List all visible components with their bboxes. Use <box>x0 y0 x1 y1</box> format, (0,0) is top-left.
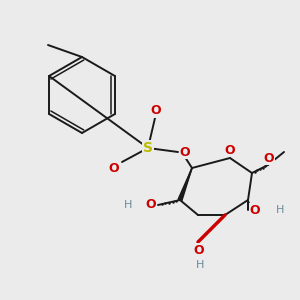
Text: S: S <box>143 141 153 155</box>
Text: O: O <box>109 163 119 176</box>
Text: O: O <box>151 104 161 118</box>
Text: H: H <box>196 260 204 270</box>
Polygon shape <box>178 168 192 201</box>
Text: O: O <box>146 199 156 212</box>
Text: H: H <box>276 205 284 215</box>
Text: H: H <box>124 200 132 210</box>
Text: O: O <box>225 143 235 157</box>
Text: O: O <box>250 203 260 217</box>
Text: O: O <box>180 146 190 158</box>
Text: O: O <box>194 244 204 256</box>
Text: O: O <box>264 152 274 164</box>
